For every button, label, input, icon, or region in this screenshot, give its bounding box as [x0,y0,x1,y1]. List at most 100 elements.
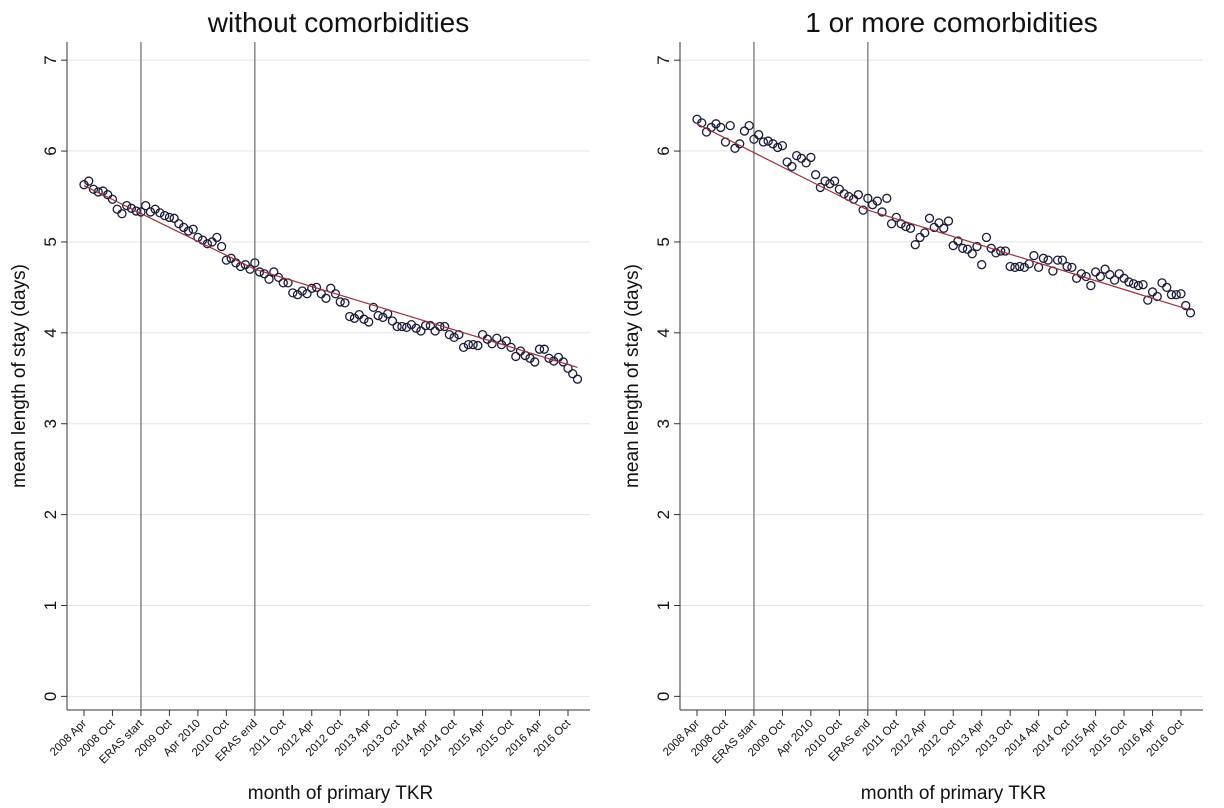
data-point [958,243,968,253]
data-point [216,241,227,252]
data-point [430,326,440,336]
data-point [977,260,987,270]
data-point [820,176,830,186]
data-point [725,120,735,131]
data-point [387,316,398,326]
data-point [155,208,165,218]
data-point [572,374,583,384]
data-point [1057,255,1068,265]
data-point [1052,255,1063,265]
data-point [834,184,845,194]
chart-title: without comorbidities [207,7,469,38]
data-point [506,342,516,353]
data-point [425,320,436,331]
data-point [763,136,773,146]
data-point [877,207,887,217]
data-point [972,241,982,252]
data-point [853,190,863,200]
data-point [829,176,840,186]
data-point [825,179,835,189]
data-point [886,219,897,229]
data-point [122,200,132,211]
data-point [368,302,379,313]
data-point [910,240,920,250]
data-point [297,286,307,296]
y-axis-label: mean length of stay (days) [9,264,30,488]
data-point [1162,282,1172,293]
data-point [896,219,906,229]
data-point [397,321,407,332]
y-tick-label: 2 [41,510,60,519]
data-point [962,244,973,254]
data-point [1138,280,1148,290]
panel: without comorbidities 0 1 2 3 4 5 6 7 mean length… [9,7,590,804]
data-point [311,282,322,293]
data-point [112,204,122,214]
data-point [221,255,232,265]
data-point [981,232,992,243]
data-point [943,216,954,226]
data-point [93,187,103,197]
data-point [468,339,478,350]
data-point [454,329,464,340]
x-axis-label: month of primary TKR [861,783,1046,804]
data-point [411,323,421,333]
data-point [169,213,179,223]
chart-title: 1 or more comorbidities [805,7,1098,38]
data-point [473,340,483,351]
data-point [392,321,402,332]
data-point [787,161,797,172]
y-tick-label: 1 [654,601,673,610]
data-point [967,249,977,259]
data-point [1038,253,1049,263]
data-point [1090,267,1101,277]
y-tick-label: 4 [654,328,673,337]
y-tick-label: 3 [654,419,673,428]
data-point [1043,255,1053,265]
data-point [164,212,175,223]
data-point [815,182,826,193]
data-point [996,246,1006,256]
data-point [791,150,802,161]
data-point [1152,291,1162,302]
data-point [1166,290,1177,300]
data-point [107,194,118,204]
fit-line [83,185,578,368]
y-axis-label: mean length of stay (days) [622,264,643,488]
data-point [568,369,578,379]
data-point [948,240,958,251]
data-point [316,289,326,299]
data-point [934,218,944,228]
data-point [744,120,754,131]
data-point [278,278,288,288]
data-point [1033,262,1044,273]
fit-line [696,123,1191,311]
data-point [801,158,811,168]
data-point [439,321,450,332]
data-point [539,344,549,354]
data-point [1095,271,1105,282]
data-point [330,289,341,299]
data-point [145,207,156,217]
data-point [511,351,521,362]
data-point [796,153,807,163]
y-tick-label: 7 [41,55,60,64]
y-tick-label: 7 [654,55,673,64]
data-point [335,297,345,307]
data-point [810,170,821,180]
data-point [117,209,127,219]
data-point [84,176,94,186]
data-point [264,274,274,284]
data-point [1147,287,1158,297]
data-point [901,221,911,232]
data-point [882,193,892,203]
data-point [920,228,930,238]
data-point [1124,277,1134,287]
data-point [530,357,540,367]
data-point [345,311,355,322]
data-point [939,223,949,233]
data-point [773,142,783,153]
y-tick-label: 2 [654,510,673,519]
data-point [924,213,935,223]
